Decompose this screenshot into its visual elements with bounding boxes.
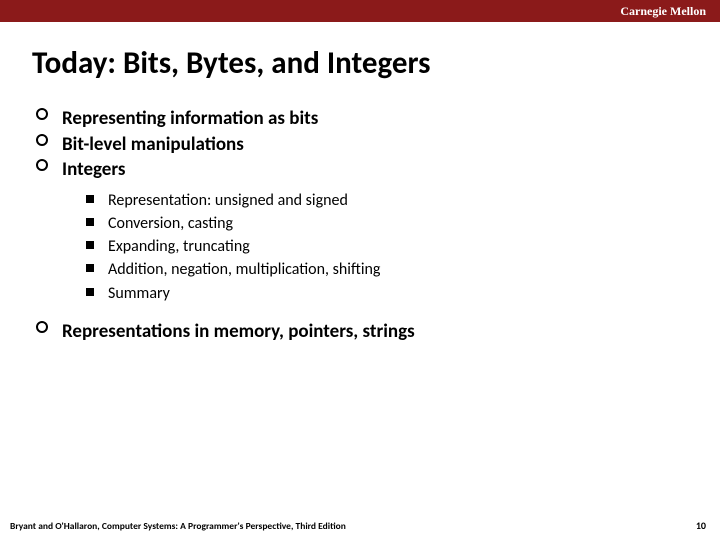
outline-sublist: Representation: unsigned and signed Conv… bbox=[86, 189, 684, 305]
outline-item-label: Bit-level manipulations bbox=[62, 133, 244, 156]
outline-subitem-label: Summary bbox=[108, 284, 170, 303]
outline-subitem: Addition, negation, multiplication, shif… bbox=[86, 258, 684, 281]
outline-subitem-label: Representation: unsigned and signed bbox=[108, 191, 348, 210]
header-institution-label: Carnegie Mellon bbox=[620, 4, 706, 19]
outline-subitem: Conversion, casting bbox=[86, 212, 684, 235]
square-icon bbox=[86, 218, 94, 226]
outline-subitem-label: Addition, negation, multiplication, shif… bbox=[108, 260, 380, 279]
outline-item: Bit-level manipulations bbox=[36, 132, 684, 158]
open-circle-icon bbox=[36, 321, 48, 333]
outline-item: Representations in memory, pointers, str… bbox=[36, 319, 684, 345]
slide-content: Representing information as bits Bit-lev… bbox=[36, 106, 684, 345]
outline-subitem-label: Conversion, casting bbox=[108, 214, 233, 233]
open-circle-icon bbox=[36, 134, 48, 146]
open-circle-icon bbox=[36, 159, 48, 171]
outline-subitem: Expanding, truncating bbox=[86, 235, 684, 258]
square-icon bbox=[86, 241, 94, 249]
square-icon bbox=[86, 264, 94, 272]
outline-list: Representing information as bits Bit-lev… bbox=[36, 106, 684, 345]
outline-subitem-label: Expanding, truncating bbox=[108, 237, 250, 256]
page-number: 10 bbox=[696, 519, 706, 532]
outline-subitem: Summary bbox=[86, 282, 684, 305]
outline-item-label: Representations in memory, pointers, str… bbox=[62, 320, 415, 343]
slide-title: Today: Bits, Bytes, and Integers bbox=[32, 44, 430, 82]
outline-item-label: Representing information as bits bbox=[62, 107, 318, 130]
outline-item: Representing information as bits bbox=[36, 106, 684, 132]
outline-subitem: Representation: unsigned and signed bbox=[86, 189, 684, 212]
outline-item: Integers Representation: unsigned and si… bbox=[36, 157, 684, 305]
open-circle-icon bbox=[36, 108, 48, 120]
footer-citation: Bryant and O'Hallaron, Computer Systems:… bbox=[10, 520, 346, 532]
square-icon bbox=[86, 195, 94, 203]
square-icon bbox=[86, 288, 94, 296]
header-bar: Carnegie Mellon bbox=[0, 0, 720, 22]
outline-item-label: Integers bbox=[62, 158, 125, 181]
